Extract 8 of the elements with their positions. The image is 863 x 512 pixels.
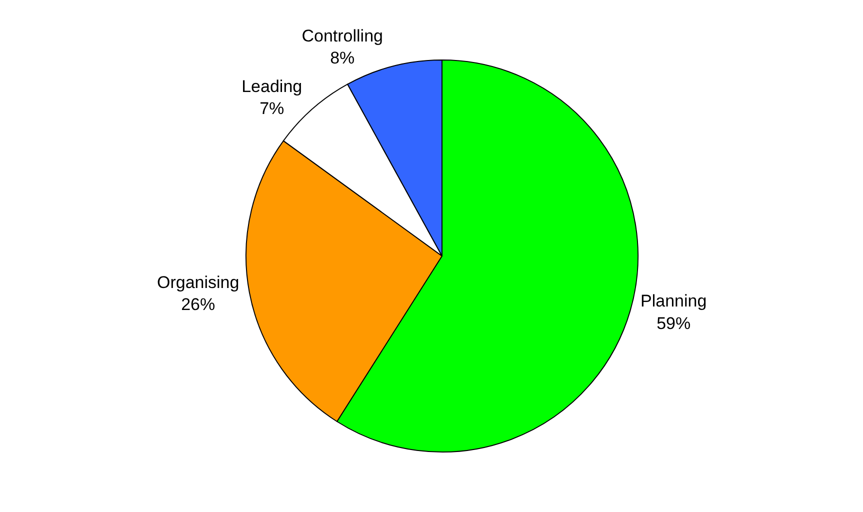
data-label: 7% — [260, 98, 284, 118]
slice-label: Organising — [156, 272, 240, 292]
slice-label: Leading — [242, 76, 302, 96]
data-label: 59% — [656, 314, 691, 333]
data-label: 8% — [330, 48, 355, 68]
data-label: 26% — [181, 295, 216, 314]
slice-label: Controlling — [302, 26, 383, 46]
slice-label: Planning — [640, 292, 707, 311]
